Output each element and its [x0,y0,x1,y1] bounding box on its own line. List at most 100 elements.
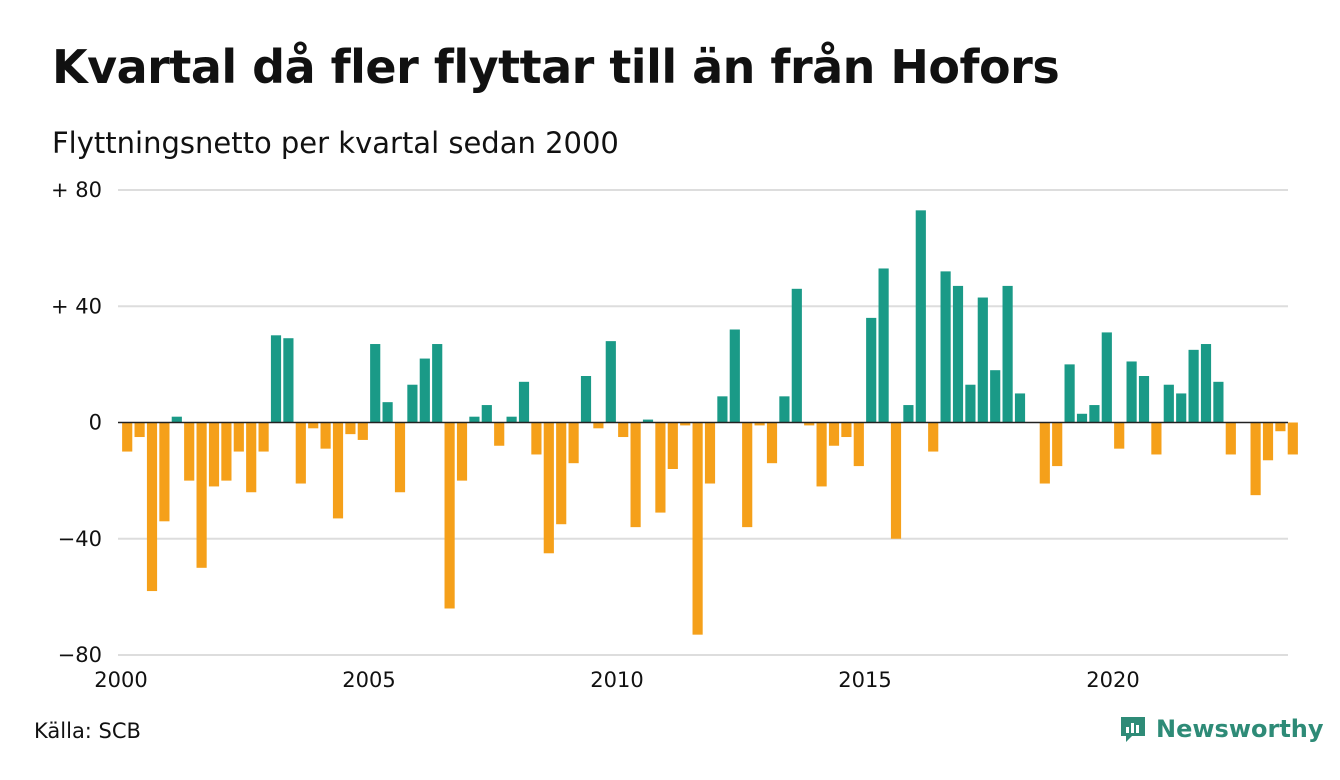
bar [146,422,158,592]
bar [766,422,778,464]
bar [878,268,889,423]
bar [357,422,368,440]
brand-name: Newsworthy [1156,715,1324,743]
bar [692,422,703,635]
bar [704,422,716,484]
bar [518,381,530,423]
x-tick-label: 2010 [590,668,643,692]
bar [1039,422,1050,484]
bar [804,422,815,426]
bar [159,422,170,522]
bar [729,329,740,423]
chart-subtitle: Flyttningsnetto per kvartal sedan 2000 [52,126,619,160]
bar [531,422,542,455]
x-tick-label: 2000 [94,668,147,692]
bar [1052,422,1063,467]
chart-bubble-icon [1121,717,1145,742]
bar [952,285,964,423]
bar [345,422,356,435]
bar-layer [122,210,1298,635]
bar [977,297,988,423]
bar [208,422,220,487]
x-tick-label: 2020 [1086,668,1139,692]
y-tick-label: + 40 [51,294,102,318]
bar [332,422,344,519]
bar [1275,422,1286,432]
bar [481,405,492,423]
bar [680,422,691,426]
brand-logo: Newsworthy [1118,714,1324,744]
bar [122,422,133,452]
bar [1163,384,1174,423]
y-tick-label: + 80 [51,178,102,202]
bar [1126,361,1137,423]
bar [580,376,592,423]
chart-title: Kvartal då fler flyttar till än från Hof… [52,40,1060,94]
x-tick-label: 2015 [838,668,891,692]
bar [1089,405,1100,423]
bar [630,422,641,528]
bar [1064,364,1075,423]
bar [828,422,840,446]
bar [915,210,926,423]
y-tick-label: −80 [58,643,102,667]
bar [1287,422,1298,455]
bar [667,422,678,469]
bar [196,422,207,568]
bar [605,341,616,423]
bar [419,358,430,423]
bar [990,370,1001,423]
bar [1114,422,1125,449]
bar [1213,381,1224,423]
bar [456,422,468,481]
bar [1176,393,1187,423]
bar [1225,422,1236,455]
bar [816,422,827,487]
bar [171,416,182,423]
bar [754,422,765,426]
bar [246,422,257,493]
bar [444,422,455,609]
bar [494,422,505,446]
bar [1200,344,1212,423]
bar [320,422,331,449]
bar [382,402,393,423]
bar [1076,413,1088,423]
bar [469,416,480,423]
bar [295,422,306,484]
bar [841,422,852,438]
bar [283,338,294,423]
bar [717,396,728,423]
bar [791,288,802,423]
bar [556,422,567,525]
bar [370,344,381,423]
bar [1262,422,1274,461]
bar [1002,285,1013,423]
bar [258,422,269,452]
bar [742,422,753,528]
bar [853,422,864,467]
bar [655,422,666,513]
bar [1101,332,1112,423]
source-note: Källa: SCB [34,719,141,743]
bar [890,422,902,539]
bar [134,422,145,438]
y-tick-label: −40 [58,527,102,551]
bar [568,422,579,464]
bar [233,422,244,452]
bar [506,416,517,423]
bar [618,422,629,438]
grid-layer [118,189,1288,656]
bar [543,422,554,554]
bar [593,422,604,429]
bar [940,271,951,423]
bar [779,396,790,423]
bar [407,384,418,423]
bar [642,419,654,423]
bar [184,422,195,481]
x-tick-label: 2005 [342,668,395,692]
bar [432,344,443,423]
bar [270,335,282,423]
bar [1188,349,1199,423]
